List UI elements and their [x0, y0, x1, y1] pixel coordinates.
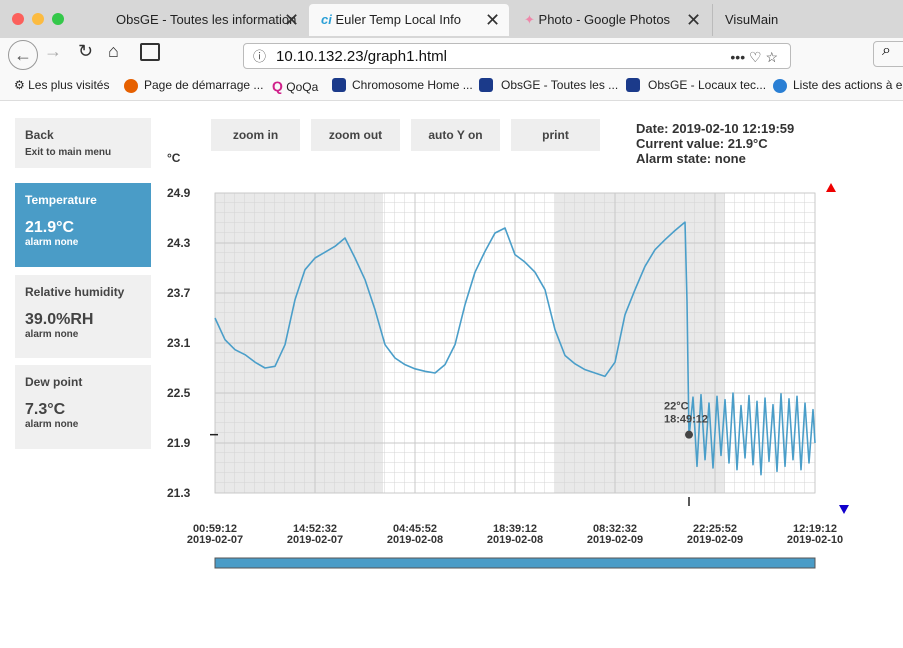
bookmark-label: Chromosome Home ...: [352, 78, 473, 92]
tab[interactable]: ObsGE - Toutes les information ✕: [116, 10, 300, 30]
info-date: Date: 2019-02-10 12:19:59: [636, 121, 795, 136]
x-tick-label: 2019-02-09: [587, 534, 643, 546]
chart-layer: 24.924.323.723.122.521.921.300:59:122019…: [167, 186, 843, 546]
tab[interactable]: VisuMain: [712, 4, 903, 36]
back-button[interactable]: Back Exit to main menu: [15, 118, 151, 168]
back-subtitle: Exit to main menu: [25, 147, 112, 158]
reload-button[interactable]: ↻: [78, 41, 94, 61]
minimize-window[interactable]: [32, 13, 44, 25]
info-alarm: Alarm state: none: [636, 151, 746, 166]
bookmark[interactable]: Page de démarrage ...: [124, 78, 264, 93]
zoom-in-button[interactable]: zoom in: [211, 119, 300, 151]
forward-button[interactable]: →: [44, 41, 62, 61]
y-tick-label: 23.7: [167, 286, 191, 300]
sensor-value: 21.9°C: [25, 219, 75, 236]
sensor-value: 39.0%RH: [25, 311, 94, 328]
x-tick-label: 2019-02-07: [287, 534, 343, 546]
url-bar[interactable]: ⓘ 10.10.132.23/graph1.html ••• ♡ ☆: [243, 43, 791, 69]
print-button[interactable]: print: [511, 119, 600, 151]
back-button[interactable]: ←: [8, 40, 38, 70]
y-tick-label: 24.3: [167, 236, 191, 250]
bookmark[interactable]: Q QoQa: [272, 78, 319, 94]
x-tick-label: 12:19:12: [793, 523, 837, 535]
info-value: Current value: 21.9°C: [636, 136, 768, 151]
cursor-label: 22°C: [664, 401, 689, 413]
bookmark-label: ObsGE - Toutes les ...: [501, 78, 619, 92]
tab-title: Euler Temp Local Info: [335, 12, 461, 27]
bookmark-label: QoQa: [286, 80, 319, 94]
sensor-alarm: alarm none: [25, 419, 79, 430]
tab-title: ObsGE - Toutes les information: [116, 12, 297, 27]
y-tick-label: 21.3: [167, 486, 191, 500]
cursor-point: [685, 430, 693, 439]
x-tick-label: 2019-02-08: [487, 534, 543, 546]
y-axis-label: °C: [167, 151, 181, 165]
sensor-title: Dew point: [25, 375, 83, 389]
sensor-card[interactable]: Temperature 21.9°C alarm none: [15, 183, 151, 267]
close-window[interactable]: [12, 13, 24, 25]
bookmark-label: ObsGE - Locaux tec...: [648, 78, 767, 92]
sensor-title: Temperature: [25, 193, 97, 207]
bookmark-label: Liste des actions à e...: [793, 78, 903, 92]
scroll-up-arrow[interactable]: [826, 183, 836, 192]
home-button[interactable]: ⌂: [108, 41, 119, 61]
sensor-card[interactable]: Dew point 7.3°C alarm none: [15, 365, 151, 449]
x-tick-label: 2019-02-08: [387, 534, 443, 546]
search-box[interactable]: ⌕: [873, 41, 903, 67]
bookmark[interactable]: ObsGE - Locaux tec...: [626, 78, 766, 92]
bookmark-label: Les plus visités: [28, 78, 110, 92]
back-title: Back: [25, 128, 54, 142]
url-text: 10.10.132.23/graph1.html: [276, 48, 447, 65]
bookmark[interactable]: ⚙ Les plus visités: [14, 78, 110, 92]
zoom-out-button[interactable]: zoom out: [311, 119, 400, 151]
auto-y-button[interactable]: auto Y on: [411, 119, 500, 151]
data-line: [214, 221, 816, 476]
tab-title: Photo - Google Photos: [538, 12, 671, 27]
bookmarks-bar: [0, 72, 903, 101]
maximize-window[interactable]: [52, 13, 64, 25]
tab-title: VisuMain: [725, 12, 779, 27]
x-tick-label: 18:39:12: [493, 523, 537, 535]
sensor-card[interactable]: Relative humidity 39.0%RH alarm none: [15, 275, 151, 358]
print-button[interactable]: [140, 43, 160, 61]
x-tick-label: 08:32:32: [593, 523, 637, 535]
tab[interactable]: ci Euler Temp Local Info ✕: [309, 4, 509, 36]
y-tick-label: 22.5: [167, 386, 191, 400]
sensor-title: Relative humidity: [25, 285, 125, 299]
cursor-label: 18:49:12: [664, 414, 708, 426]
x-tick-label: 22:25:52: [693, 523, 737, 535]
bookmark[interactable]: ObsGE - Toutes les ...: [479, 78, 618, 92]
x-tick-label: 2019-02-07: [187, 534, 243, 546]
bookmark[interactable]: Liste des actions à e...: [773, 78, 903, 93]
x-tick-label: 04:45:52: [393, 523, 437, 535]
scroll-down-arrow[interactable]: [839, 505, 849, 514]
sensor-alarm: alarm none: [25, 237, 79, 248]
bookmark[interactable]: Chromosome Home ...: [332, 78, 473, 92]
x-tick-label: 2019-02-09: [687, 534, 743, 546]
time-scrollbar[interactable]: [214, 557, 816, 569]
tab-bar: ObsGE - Toutes les information ✕ ci Euler…: [0, 0, 903, 38]
x-tick-label: 14:52:32: [293, 523, 337, 535]
y-tick-label: 23.1: [167, 336, 191, 350]
tab[interactable]: ✦ Photo - Google Photos ✕: [524, 10, 702, 30]
x-tick-label: 00:59:12: [193, 523, 237, 535]
sensor-alarm: alarm none: [25, 329, 79, 340]
y-tick-label: 24.9: [167, 186, 191, 200]
y-tick-label: 21.9: [167, 436, 191, 450]
sensor-value: 7.3°C: [25, 401, 66, 418]
x-tick-label: 2019-02-10: [787, 534, 843, 546]
bookmark-label: Page de démarrage ...: [144, 78, 264, 92]
